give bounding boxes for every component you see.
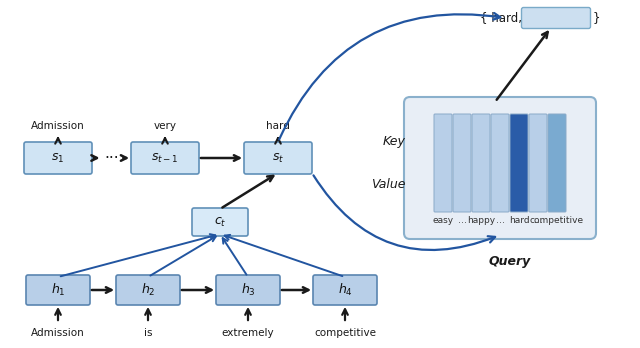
Text: …: … — [458, 216, 467, 225]
FancyBboxPatch shape — [192, 208, 248, 236]
Text: $s_{t-1}$: $s_{t-1}$ — [151, 151, 179, 165]
FancyBboxPatch shape — [24, 142, 92, 174]
Text: $h_2$: $h_2$ — [141, 282, 156, 298]
Text: …: … — [495, 216, 504, 225]
Text: $s_t$: $s_t$ — [272, 151, 284, 165]
Text: Admission: Admission — [31, 121, 85, 131]
Text: easy: easy — [433, 216, 454, 225]
FancyBboxPatch shape — [116, 275, 180, 305]
FancyBboxPatch shape — [472, 114, 490, 212]
FancyBboxPatch shape — [510, 114, 528, 212]
FancyBboxPatch shape — [522, 8, 591, 29]
Text: extremely: extremely — [221, 328, 275, 338]
Text: hard: hard — [509, 216, 529, 225]
Text: $c_t$: $c_t$ — [214, 215, 227, 229]
Text: }: } — [593, 11, 600, 24]
FancyBboxPatch shape — [434, 114, 452, 212]
Text: competitive: competitive — [314, 328, 376, 338]
Text: Admission: Admission — [31, 328, 85, 338]
Text: competitive: competitive — [530, 216, 584, 225]
Text: $s_1$: $s_1$ — [51, 151, 65, 165]
FancyBboxPatch shape — [313, 275, 377, 305]
FancyBboxPatch shape — [548, 114, 566, 212]
FancyBboxPatch shape — [131, 142, 199, 174]
Text: Key: Key — [383, 135, 406, 148]
FancyBboxPatch shape — [404, 97, 596, 239]
FancyBboxPatch shape — [529, 114, 547, 212]
Text: happy: happy — [467, 216, 495, 225]
Text: hard: hard — [266, 121, 290, 131]
Text: ···: ··· — [104, 150, 119, 166]
Text: Value: Value — [371, 177, 406, 191]
FancyBboxPatch shape — [453, 114, 471, 212]
Text: $h_1$: $h_1$ — [51, 282, 65, 298]
Text: is: is — [144, 328, 152, 338]
Text: …: … — [534, 216, 543, 225]
FancyBboxPatch shape — [491, 114, 509, 212]
Text: $h_3$: $h_3$ — [241, 282, 255, 298]
Text: Query: Query — [489, 255, 531, 268]
FancyBboxPatch shape — [26, 275, 90, 305]
Text: { hard,: { hard, — [479, 11, 522, 24]
Text: very: very — [154, 121, 177, 131]
FancyBboxPatch shape — [216, 275, 280, 305]
FancyBboxPatch shape — [244, 142, 312, 174]
Text: $h_4$: $h_4$ — [337, 282, 353, 298]
